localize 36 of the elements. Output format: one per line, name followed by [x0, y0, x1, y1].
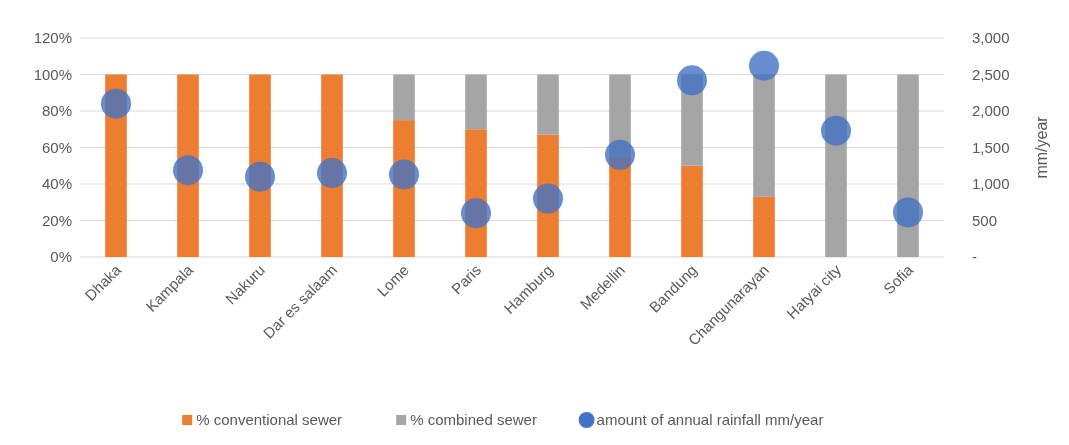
- legend-label: amount of annual rainfall mm/year: [596, 411, 824, 428]
- point: [893, 197, 923, 228]
- y2-tick-label: -: [972, 248, 977, 266]
- bar: [753, 196, 775, 257]
- legend-label: % conventional sewer: [196, 411, 343, 428]
- bar: [681, 165, 703, 257]
- y-tick-label: 60%: [41, 138, 72, 156]
- y-tick-label: 20%: [41, 211, 72, 229]
- y2-tick-label: 1,500: [972, 138, 1010, 156]
- point: [461, 198, 491, 229]
- point: [245, 161, 275, 192]
- bar: [753, 74, 775, 197]
- y-tick-label: 40%: [41, 175, 72, 193]
- point: [173, 155, 203, 186]
- y-tick-label: 0%: [50, 248, 72, 266]
- y2-tick-label: 3,000: [972, 29, 1010, 47]
- y2-axis-title: mm/year: [1033, 115, 1050, 179]
- y2-tick-label: 500: [972, 211, 998, 229]
- legend-label: % combined sewer: [410, 411, 537, 428]
- y-tick-label: 80%: [41, 102, 72, 120]
- point: [389, 159, 419, 190]
- point: [533, 183, 563, 214]
- y2-tick-label: 1,000: [972, 175, 1010, 193]
- point: [677, 65, 707, 96]
- y2-tick-label: 2,500: [972, 65, 1010, 83]
- point: [101, 88, 131, 119]
- bar: [537, 74, 559, 135]
- y-tick-label: 100%: [33, 65, 72, 83]
- point: [749, 50, 779, 81]
- bar: [393, 74, 415, 121]
- point: [605, 139, 635, 170]
- y-tick-label: 120%: [33, 29, 72, 47]
- point: [317, 158, 347, 189]
- y2-tick-label: 2,000: [972, 102, 1010, 120]
- point: [821, 115, 851, 146]
- bar: [465, 74, 487, 130]
